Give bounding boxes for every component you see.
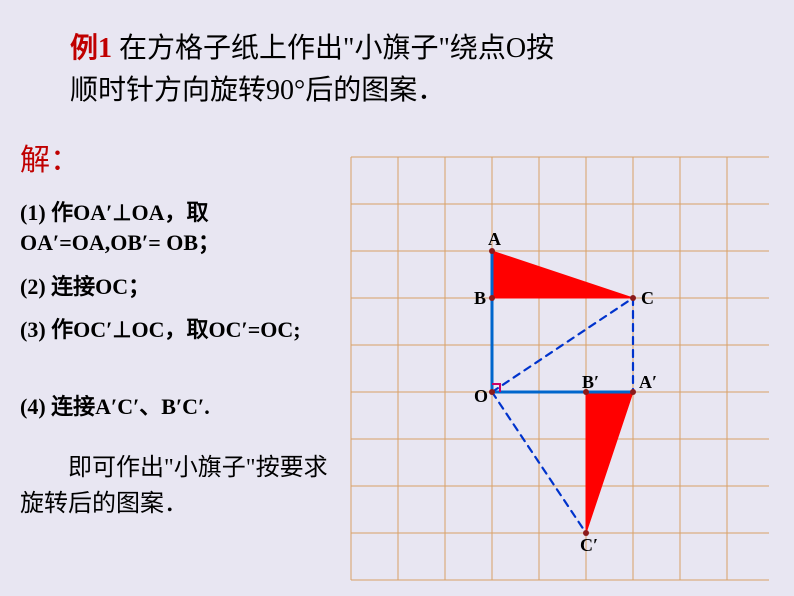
title-text-2: 顺时针方向旋转90°后的图案． <box>70 75 445 106</box>
svg-text:C′: C′ <box>580 535 598 555</box>
step-4: (4) 连接A′C′、B′C′. <box>20 392 330 422</box>
step-3: (3) 作OC′⊥OC，取OC′=OC; <box>20 315 330 345</box>
example-label: 例1 <box>70 33 112 64</box>
svg-text:O: O <box>474 386 488 406</box>
conclusion: 即可作出"小旗子"按要求旋转后的图案． <box>20 450 340 522</box>
solution-label: 解： <box>20 135 80 179</box>
step-1: (1) 作OA′⊥OA，取OA′=OA,OB′= OB； <box>20 198 330 257</box>
svg-text:B: B <box>474 288 486 308</box>
svg-text:B′: B′ <box>582 372 599 392</box>
svg-text:A′: A′ <box>639 372 657 392</box>
step-2: (2) 连接OC； <box>20 272 330 302</box>
diagram-svg: O A B C A′ B′ C′ <box>349 155 769 585</box>
title-text-1: 在方格子纸上作出"小旗子"绕点O按 <box>112 33 554 64</box>
svg-text:C: C <box>641 288 654 308</box>
svg-text:A: A <box>488 229 501 249</box>
geometry-diagram: O A B C A′ B′ C′ <box>349 155 769 590</box>
